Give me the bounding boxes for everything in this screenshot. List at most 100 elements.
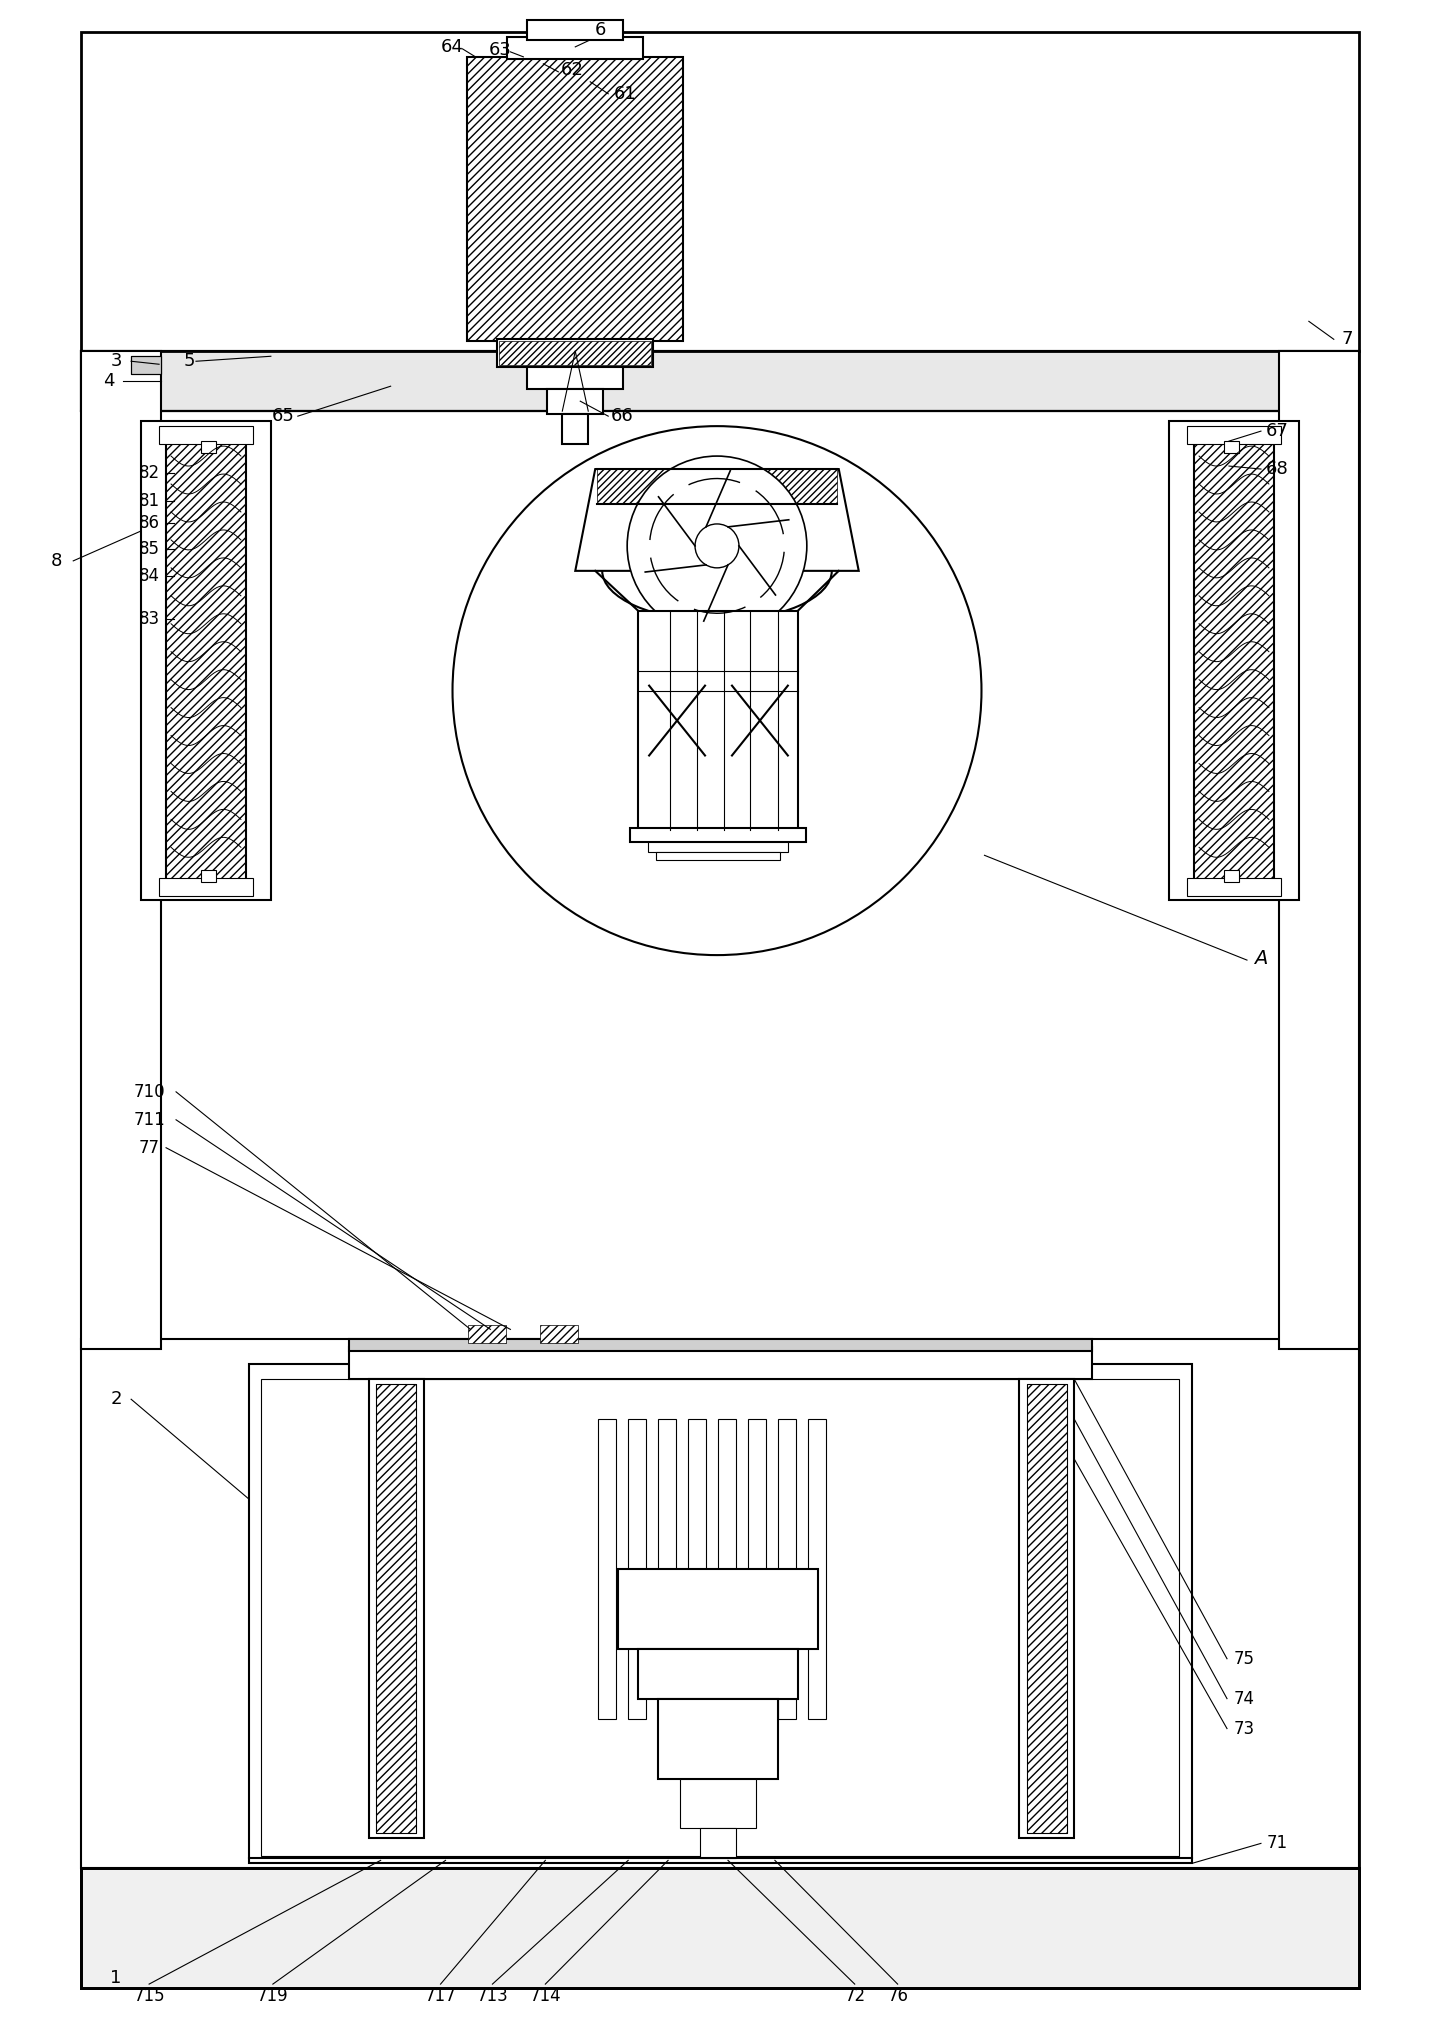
- Bar: [82, 351, 1359, 412]
- Bar: [469, 1326, 506, 1344]
- Bar: [508, 36, 642, 59]
- Text: 81: 81: [139, 492, 159, 511]
- Bar: [82, 32, 1359, 1988]
- Text: 76: 76: [888, 1988, 908, 2006]
- Circle shape: [627, 456, 807, 636]
- Text: 65: 65: [271, 408, 294, 426]
- Bar: [541, 1326, 578, 1344]
- Bar: [638, 1649, 797, 1699]
- Bar: [807, 1419, 826, 1719]
- Text: 71: 71: [1266, 1834, 1288, 1853]
- Bar: [777, 1419, 796, 1719]
- Bar: [1169, 422, 1299, 900]
- Text: 717: 717: [424, 1988, 456, 2006]
- Bar: [718, 1419, 736, 1719]
- Text: A: A: [1255, 948, 1268, 967]
- Bar: [201, 870, 217, 882]
- Text: 67: 67: [1265, 422, 1288, 440]
- Bar: [700, 1828, 736, 1859]
- Polygon shape: [575, 468, 859, 571]
- Bar: [1195, 442, 1273, 880]
- Text: 8: 8: [50, 551, 62, 569]
- Text: 86: 86: [139, 515, 159, 533]
- Bar: [638, 611, 797, 829]
- Bar: [688, 1419, 706, 1719]
- Text: 75: 75: [1233, 1651, 1255, 1667]
- Text: 711: 711: [133, 1110, 165, 1128]
- Bar: [82, 351, 161, 1350]
- Bar: [1225, 870, 1239, 882]
- Bar: [82, 351, 1359, 412]
- Bar: [159, 426, 252, 444]
- Text: 710: 710: [133, 1084, 165, 1102]
- Bar: [348, 1340, 1093, 1352]
- Text: 64: 64: [442, 38, 465, 57]
- Text: 3: 3: [110, 353, 122, 369]
- Bar: [376, 1384, 416, 1834]
- Bar: [749, 1419, 766, 1719]
- Text: 82: 82: [139, 464, 159, 482]
- Bar: [201, 442, 217, 454]
- Bar: [166, 442, 245, 880]
- Bar: [548, 389, 604, 414]
- Text: 72: 72: [845, 1988, 865, 2006]
- Text: 61: 61: [614, 85, 637, 103]
- Bar: [630, 827, 806, 842]
- Bar: [467, 57, 683, 341]
- Bar: [528, 367, 624, 389]
- Text: 713: 713: [476, 1988, 508, 2006]
- Bar: [499, 341, 651, 365]
- Text: 66: 66: [611, 408, 634, 426]
- Text: 1: 1: [110, 1970, 122, 1988]
- Bar: [597, 468, 837, 504]
- Text: 4: 4: [103, 371, 115, 389]
- Text: 74: 74: [1233, 1689, 1255, 1707]
- Text: 73: 73: [1233, 1719, 1255, 1737]
- Bar: [648, 842, 787, 852]
- Bar: [562, 414, 588, 444]
- Text: 62: 62: [561, 61, 584, 79]
- Text: 6: 6: [595, 20, 607, 38]
- Text: 714: 714: [529, 1988, 561, 2006]
- Bar: [130, 357, 161, 373]
- Bar: [261, 1378, 1179, 1857]
- Circle shape: [695, 525, 739, 567]
- Bar: [1225, 442, 1239, 454]
- Bar: [1187, 426, 1281, 444]
- Bar: [82, 1869, 1359, 1988]
- Bar: [1027, 1384, 1067, 1834]
- Bar: [166, 442, 245, 880]
- Bar: [680, 1778, 756, 1828]
- Text: 77: 77: [139, 1138, 159, 1156]
- Bar: [82, 1340, 1359, 1869]
- Bar: [1020, 1378, 1074, 1838]
- Bar: [658, 1699, 777, 1778]
- Bar: [657, 852, 780, 860]
- Text: 63: 63: [489, 40, 512, 59]
- Bar: [1195, 442, 1273, 880]
- Text: 5: 5: [184, 353, 195, 369]
- Text: 7: 7: [1341, 331, 1352, 349]
- Bar: [82, 1869, 1359, 1988]
- Bar: [376, 1384, 416, 1834]
- Bar: [658, 1419, 675, 1719]
- Bar: [141, 422, 271, 900]
- Text: 2: 2: [110, 1390, 122, 1409]
- Bar: [1279, 351, 1359, 1350]
- Text: 83: 83: [139, 609, 159, 628]
- Text: 84: 84: [139, 567, 159, 585]
- Bar: [369, 1378, 423, 1838]
- Bar: [130, 357, 161, 373]
- Text: 719: 719: [257, 1988, 288, 2006]
- Bar: [598, 1419, 617, 1719]
- Bar: [498, 339, 652, 367]
- Bar: [348, 1348, 1093, 1378]
- Bar: [528, 20, 624, 40]
- Bar: [628, 1419, 647, 1719]
- Bar: [1187, 878, 1281, 896]
- Text: 85: 85: [139, 541, 159, 557]
- Bar: [618, 1568, 817, 1649]
- Bar: [467, 57, 683, 341]
- Bar: [1027, 1384, 1067, 1834]
- Text: 715: 715: [133, 1988, 165, 2006]
